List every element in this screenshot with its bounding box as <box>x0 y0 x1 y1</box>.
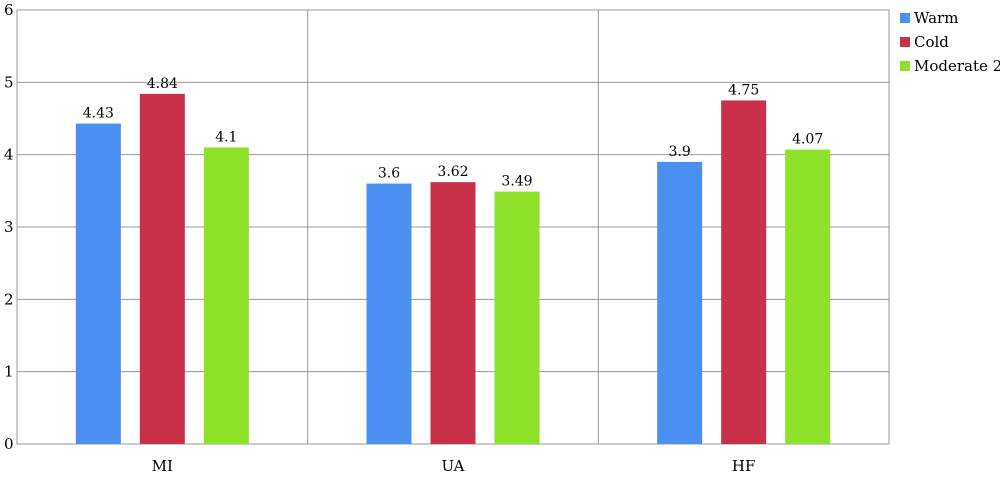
bar-cold-hf <box>721 100 767 445</box>
legend-label: Warm <box>914 9 958 27</box>
y-tick-label: 5 <box>4 73 14 91</box>
data-label: 4.75 <box>728 82 759 98</box>
x-axis-categories: MI UA HF <box>152 457 756 475</box>
y-tick-label: 4 <box>4 146 14 164</box>
bar-warm-hf <box>657 161 703 444</box>
data-label: 4.07 <box>792 132 823 148</box>
legend: Warm Cold Moderate 2 <box>900 9 1000 75</box>
bar-moderate-2-hf <box>785 149 831 444</box>
y-tick-label: 2 <box>4 290 14 308</box>
data-label: 4.84 <box>147 76 178 92</box>
x-category-label: HF <box>732 457 756 475</box>
y-tick-label: 1 <box>4 363 14 381</box>
y-axis-ticks: 0 1 2 3 4 5 6 <box>4 1 14 453</box>
data-label: 4.43 <box>83 106 114 122</box>
bar-cold-mi <box>139 93 185 444</box>
data-label: 3.6 <box>378 166 400 182</box>
bars <box>75 93 831 445</box>
bar-warm-mi <box>75 123 121 445</box>
legend-swatch <box>900 13 910 23</box>
y-tick-label: 6 <box>4 1 14 19</box>
bar-moderate-2-ua <box>494 191 540 444</box>
data-label: 3.9 <box>669 144 691 160</box>
legend-swatch <box>900 37 910 47</box>
y-tick-label: 0 <box>4 435 14 453</box>
legend-label: Cold <box>914 33 949 51</box>
data-label: 4.1 <box>215 129 237 145</box>
bar-moderate-2-mi <box>203 147 249 444</box>
x-category-label: MI <box>152 457 173 475</box>
y-tick-label: 3 <box>4 218 14 236</box>
legend-swatch <box>900 61 910 71</box>
data-labels: 4.43 4.84 4.1 3.6 3.62 3.49 3.9 4.75 4.07 <box>83 76 824 190</box>
data-label: 3.62 <box>437 164 468 180</box>
legend-label: Moderate 2 <box>914 57 1000 75</box>
data-label: 3.49 <box>501 174 532 190</box>
x-category-label: UA <box>441 457 464 475</box>
bar-cold-ua <box>430 182 476 445</box>
bar-warm-ua <box>366 183 412 444</box>
